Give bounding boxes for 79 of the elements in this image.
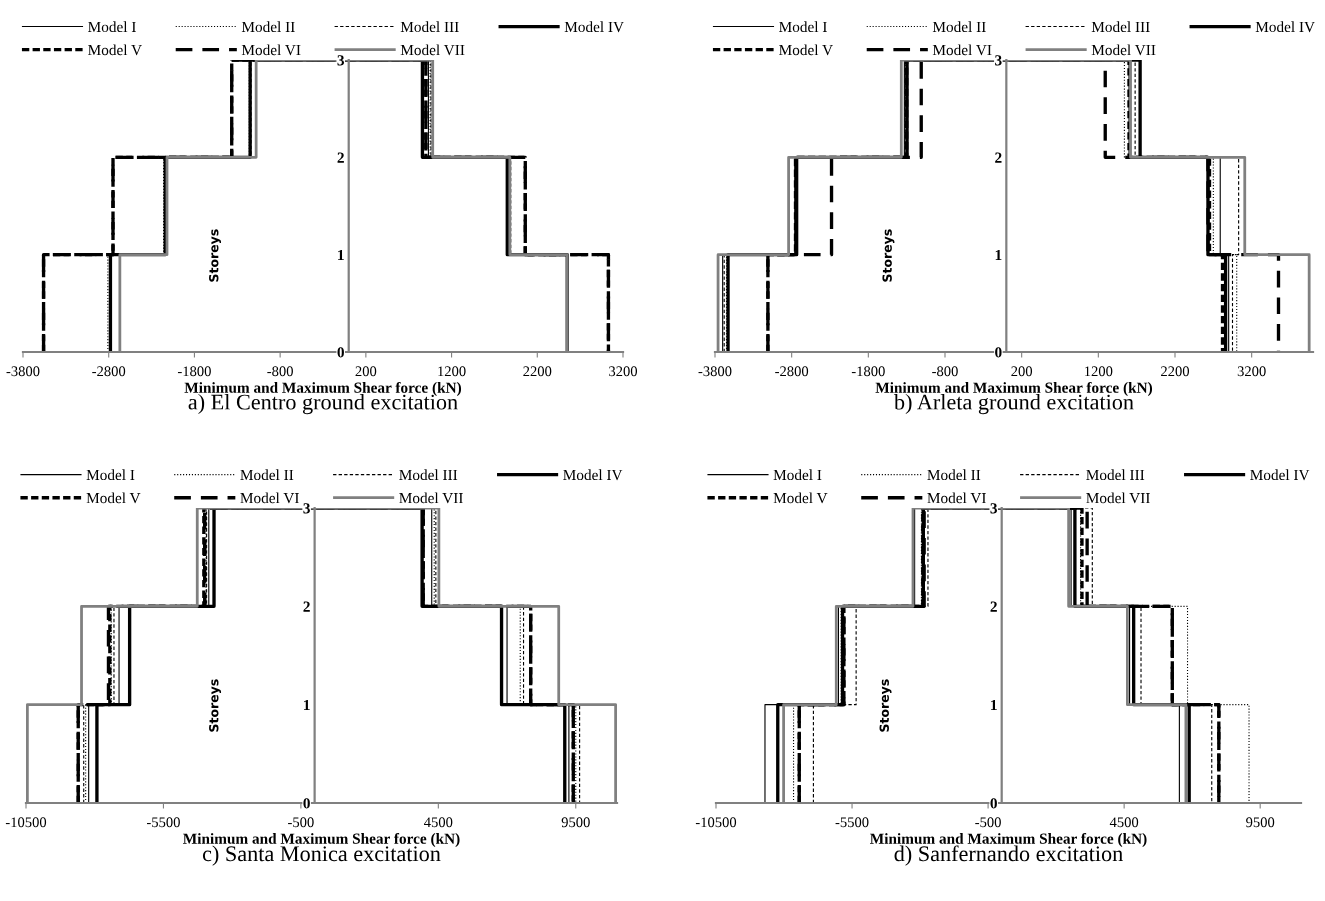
legend-label: Model IV	[564, 21, 624, 33]
x-tick-label: 1200	[1085, 366, 1113, 377]
legend-label: Model VI	[932, 44, 992, 56]
y-tick-label: 3	[990, 503, 998, 514]
x-tick-label: -5500	[835, 817, 869, 828]
legend-label: Model V	[773, 492, 828, 504]
x-tick-label: 200	[355, 366, 377, 377]
y-tick-label: 0	[995, 347, 1002, 358]
x-tick-label: -1800	[851, 366, 885, 377]
legend-label: Model V	[779, 44, 833, 56]
y-tick-label: 3	[995, 55, 1002, 66]
legend-label: Model VI	[927, 492, 986, 504]
legend-label: Model I	[86, 469, 135, 481]
y-tick-label: 1	[304, 699, 310, 710]
legend-label: Model II	[240, 469, 294, 481]
y-axis-title: Storeys	[209, 229, 221, 282]
x-tick-label: 1200	[438, 366, 466, 377]
y-tick-label: 3	[303, 503, 310, 514]
y-axis-title: Storeys	[879, 679, 892, 732]
x-tick-label: -2800	[92, 366, 126, 377]
y-tick-label: 1	[995, 249, 1002, 260]
x-tick-label: 200	[1011, 366, 1033, 377]
legend-label: Model V	[86, 492, 141, 504]
legend-label: Model VI	[240, 492, 299, 504]
legend-label: Model III	[1091, 21, 1150, 33]
y-tick-label: 0	[303, 798, 310, 809]
y-tick-label: 0	[990, 798, 997, 809]
legend-label: Model VII	[399, 492, 463, 504]
legend-label: Model III	[399, 469, 458, 481]
x-tick-label: 2200	[523, 366, 552, 377]
x-tick-label: -800	[932, 366, 958, 377]
legend-label: Model III	[400, 21, 459, 33]
x-tick-label: -10500	[5, 817, 47, 828]
legend-label: Model VI	[241, 44, 301, 56]
legend-label: Model I	[773, 469, 822, 481]
legend-label: Model IV	[1250, 469, 1310, 481]
y-axis-title: Storeys	[882, 229, 895, 282]
y-tick-label: 2	[337, 152, 344, 163]
x-tick-label: 3200	[609, 366, 638, 377]
x-tick-label: -10500	[695, 817, 737, 828]
text: c) Santa Monica excitation	[202, 845, 441, 866]
x-tick-label: 4500	[424, 817, 453, 828]
text: a) El Centro ground excitation	[188, 393, 458, 415]
x-axis-title: Minimum and Maximum Shear force (kN)	[183, 832, 460, 847]
y-tick-label: 2	[990, 601, 997, 612]
x-tick-label: 3200	[1237, 366, 1266, 377]
y-tick-label: 0	[337, 347, 344, 358]
x-tick-label: -5500	[146, 817, 180, 828]
x-tick-label: -500	[288, 817, 314, 828]
y-axis-title: Storeys	[209, 679, 222, 732]
legend-label: Model III	[1086, 469, 1145, 481]
x-tick-label: 2200	[1161, 366, 1190, 377]
legend-label: Model II	[241, 21, 295, 33]
legend-label: Model II	[927, 469, 981, 481]
x-tick-label: -1800	[177, 366, 211, 377]
x-tick-label: -3800	[6, 366, 40, 377]
y-tick-label: 2	[995, 152, 1002, 163]
legend-label: Model I	[779, 21, 827, 33]
legend-label: Model VII	[1091, 44, 1156, 56]
text: d) Sanfernando excitation	[894, 845, 1123, 866]
x-tick-label: 9500	[1246, 817, 1275, 828]
legend-label: Model II	[932, 21, 986, 33]
legend-label: Model IV	[563, 469, 623, 481]
x-tick-label: -800	[267, 366, 293, 377]
x-tick-label: -3800	[698, 366, 732, 377]
x-tick-label: 9500	[561, 817, 590, 828]
y-tick-label: 1	[338, 249, 344, 260]
text: b) Arleta ground excitation	[893, 393, 1134, 415]
legend-label: Model I	[88, 21, 136, 33]
x-tick-label: 4500	[1109, 817, 1139, 828]
y-tick-label: 1	[991, 699, 997, 710]
y-tick-label: 3	[337, 55, 345, 66]
y-tick-label: 2	[303, 601, 310, 612]
x-tick-label: -500	[975, 817, 1001, 828]
legend-label: Model V	[88, 44, 142, 56]
x-tick-label: -2800	[775, 366, 809, 377]
legend-label: Model IV	[1255, 21, 1315, 33]
legend-label: Model VII	[400, 44, 465, 56]
legend-label: Model VII	[1086, 492, 1150, 504]
